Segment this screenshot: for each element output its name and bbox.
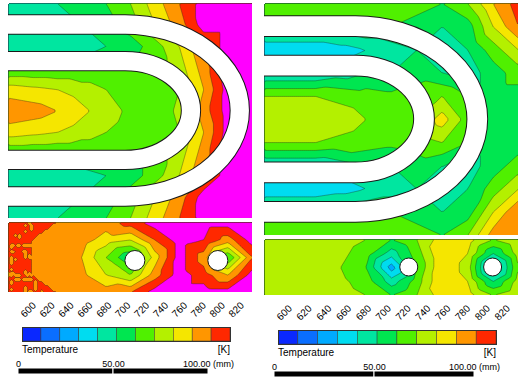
svg-text:660: 660 — [75, 299, 95, 319]
html-text:[K]: [K] — [483, 347, 496, 358]
svg-text:640: 640 — [56, 299, 76, 319]
svg-text:800: 800 — [473, 302, 493, 322]
svg-text:740: 740 — [151, 299, 171, 319]
svg-text:780: 780 — [189, 299, 209, 319]
svg-text:100.00 (mm): 100.00 (mm) — [449, 362, 500, 372]
html-text:Temperature: Temperature — [22, 344, 79, 355]
svg-text:680: 680 — [94, 299, 114, 319]
svg-text:720: 720 — [132, 299, 152, 319]
svg-text:820: 820 — [226, 299, 246, 319]
svg-text:700: 700 — [113, 299, 133, 319]
svg-text:620: 620 — [37, 299, 57, 319]
svg-text:800: 800 — [207, 299, 227, 319]
html-text:Temperature: Temperature — [278, 347, 335, 358]
svg-text:820: 820 — [492, 302, 512, 322]
svg-text:660: 660 — [334, 302, 354, 322]
html-text:[K]: [K] — [217, 344, 230, 355]
svg-text:0: 0 — [272, 362, 277, 372]
svg-text:680: 680 — [354, 302, 374, 322]
svg-text:0: 0 — [16, 359, 21, 369]
svg-text:720: 720 — [393, 302, 413, 322]
svg-text:760: 760 — [433, 302, 453, 322]
svg-text:50.00: 50.00 — [363, 362, 386, 372]
svg-text:740: 740 — [413, 302, 433, 322]
svg-text:600: 600 — [18, 299, 38, 319]
svg-text:700: 700 — [373, 302, 393, 322]
svg-text:50.00: 50.00 — [102, 359, 125, 369]
svg-text:600: 600 — [274, 302, 294, 322]
svg-text:780: 780 — [453, 302, 473, 322]
svg-text:100.00 (mm): 100.00 (mm) — [183, 359, 234, 369]
svg-text:640: 640 — [314, 302, 334, 322]
svg-text:620: 620 — [294, 302, 314, 322]
svg-text:760: 760 — [170, 299, 190, 319]
